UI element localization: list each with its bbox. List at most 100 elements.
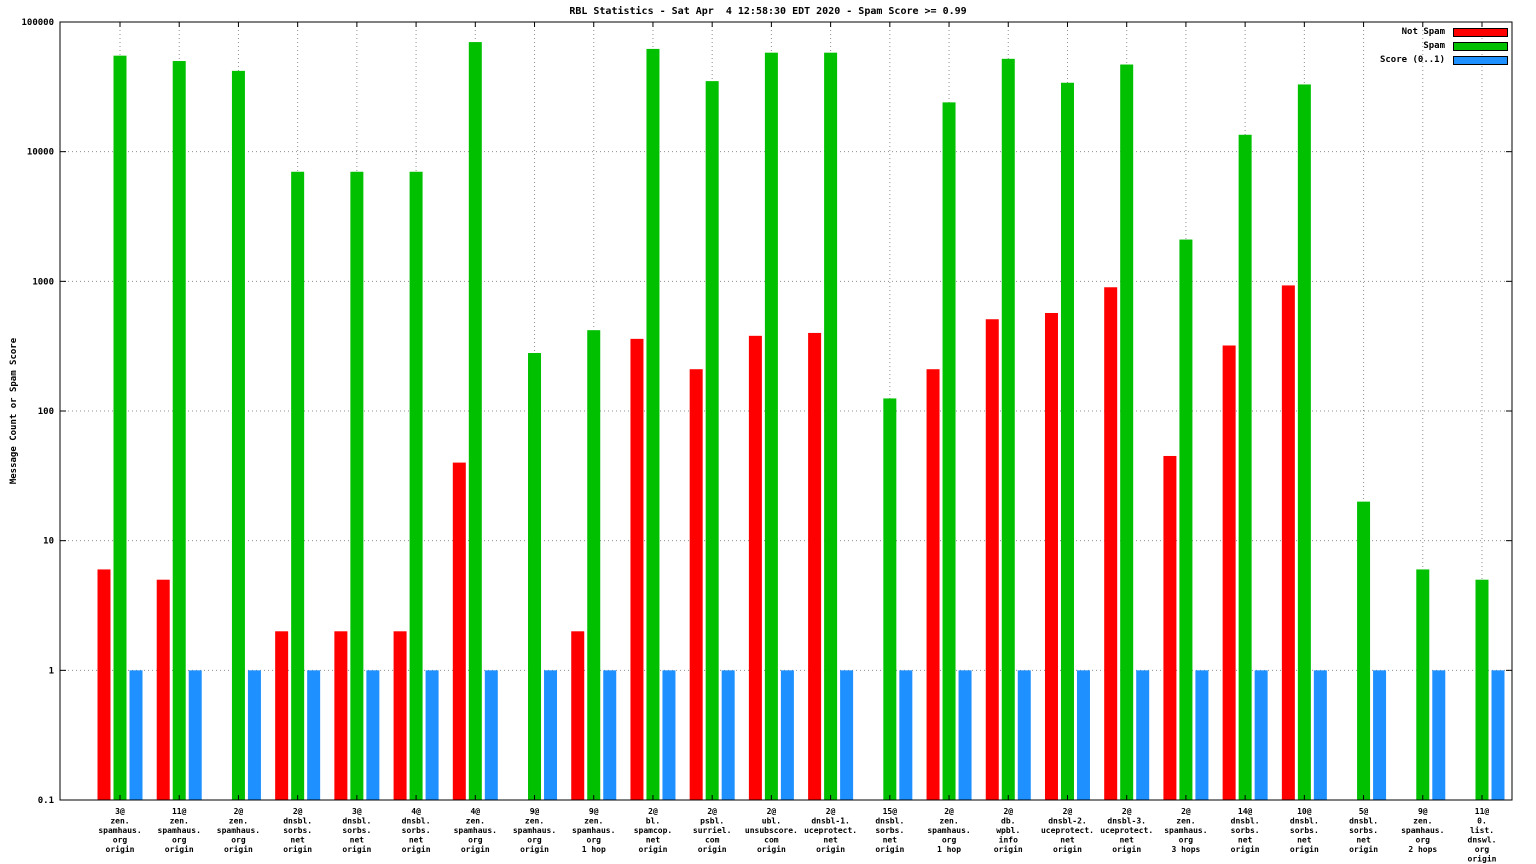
category-label: 9@ zen. spamhaus. org 2 hops <box>1401 807 1444 854</box>
bar-score-0-1- <box>1195 670 1209 800</box>
bar-not-spam <box>1044 312 1058 800</box>
legend: Not Spam Spam Score (0..1) <box>1380 27 1508 69</box>
bar-spam <box>764 52 778 801</box>
category-label: 10@ dnsbl. sorbs. net origin <box>1290 807 1319 854</box>
bar-not-spam <box>571 631 585 800</box>
legend-entry-spam: Spam <box>1380 41 1508 51</box>
legend-entry-not-spam: Not Spam <box>1380 27 1508 37</box>
bar-score-0-1- <box>1491 670 1505 800</box>
bar-not-spam <box>452 462 466 800</box>
legend-label-not-spam: Not Spam <box>1401 27 1445 37</box>
bar-score-0-1- <box>307 670 321 800</box>
bar-spam <box>824 52 838 801</box>
bar-spam <box>1416 569 1430 800</box>
bar-score-0-1- <box>1017 670 1031 800</box>
category-label: 2@ psbl. surriel. com origin <box>693 807 732 854</box>
category-label: 2@ ubl. unsubscore. com origin <box>745 807 798 854</box>
category-label: 2@ db. wpbl. info origin <box>994 807 1023 854</box>
bar-not-spam <box>926 369 940 800</box>
bar-spam <box>350 171 364 800</box>
category-label: 11@ 0. list. dnswl. org origin <box>1468 807 1497 864</box>
bar-not-spam <box>1222 345 1236 800</box>
category-label: 4@ dnsbl. sorbs. net origin <box>402 807 431 854</box>
bar-score-0-1- <box>425 670 439 800</box>
y-tick-label: 1 <box>49 666 54 676</box>
bar-not-spam <box>808 332 822 800</box>
category-label: 3@ dnsbl. sorbs. net origin <box>342 807 371 854</box>
bar-score-0-1- <box>247 670 261 800</box>
bar-score-0-1- <box>188 670 202 800</box>
bar-not-spam <box>1163 455 1177 800</box>
category-label: 5@ dnsbl. sorbs. net origin <box>1349 807 1378 854</box>
category-label: 11@ zen. spamhaus. org origin <box>158 807 201 854</box>
bar-spam <box>1357 501 1371 800</box>
bar-spam <box>1238 134 1252 800</box>
bar-score-0-1- <box>1373 670 1387 800</box>
category-label: 9@ zen. spamhaus. org origin <box>513 807 556 854</box>
category-label: 15@ dnsbl. sorbs. net origin <box>875 807 904 854</box>
bar-score-0-1- <box>1313 670 1327 800</box>
y-tick-label: 10 <box>43 537 54 547</box>
bar-spam <box>646 48 660 801</box>
y-tick-label: 0.1 <box>38 796 54 806</box>
bar-spam <box>528 353 542 800</box>
legend-swatch-score <box>1453 55 1508 65</box>
bar-score-0-1- <box>899 670 913 800</box>
bar-spam <box>587 330 601 800</box>
bar-spam <box>231 70 245 801</box>
bar-not-spam <box>334 631 348 800</box>
bar-spam <box>1060 82 1074 800</box>
bar-spam <box>291 171 305 800</box>
bar-score-0-1- <box>603 670 617 800</box>
bar-not-spam <box>1104 287 1118 800</box>
legend-swatch-not-spam <box>1453 27 1508 37</box>
legend-entry-score: Score (0..1) <box>1380 55 1508 65</box>
bar-spam <box>705 81 719 800</box>
bar-spam <box>883 398 897 800</box>
bar-spam <box>942 102 956 800</box>
bar-score-0-1- <box>721 670 735 800</box>
bar-spam <box>409 171 423 800</box>
bar-spam <box>1297 84 1311 801</box>
bar-not-spam <box>1281 285 1295 800</box>
bar-not-spam <box>156 579 170 800</box>
y-tick-label: 100 <box>38 407 54 417</box>
category-label: 2@ zen. spamhaus. org 1 hop <box>927 807 970 854</box>
bar-not-spam <box>689 369 703 800</box>
bar-score-0-1- <box>1254 670 1268 800</box>
bar-spam <box>468 42 482 800</box>
legend-label-score: Score (0..1) <box>1379 55 1445 65</box>
legend-label-spam: Spam <box>1423 41 1445 51</box>
bar-not-spam <box>393 631 407 800</box>
y-tick-label: 1000 <box>32 277 54 287</box>
bar-score-0-1- <box>662 670 676 800</box>
bar-score-0-1- <box>484 670 498 800</box>
bar-score-0-1- <box>366 670 380 800</box>
category-label: 2@ zen. spamhaus. org 3 hops <box>1164 807 1207 854</box>
category-label: 2@ bl. spamcop. net origin <box>634 807 673 854</box>
legend-swatch-spam <box>1453 41 1508 51</box>
bar-score-0-1- <box>958 670 972 800</box>
bar-not-spam <box>275 631 289 800</box>
bar-score-0-1- <box>1136 670 1150 800</box>
bar-not-spam <box>97 569 111 800</box>
category-label: 2@ zen. spamhaus. org origin <box>217 807 260 854</box>
bar-spam <box>172 61 186 800</box>
bar-not-spam <box>748 335 762 800</box>
y-tick-label: 100000 <box>21 18 54 28</box>
chart-title: RBL Statistics - Sat Apr 4 12:58:30 EDT … <box>569 6 967 17</box>
bar-not-spam <box>985 319 999 800</box>
bar-spam <box>113 55 127 800</box>
bar-score-0-1- <box>840 670 854 800</box>
category-label: 2@ dnsbl-2. uceprotect. net origin <box>1041 807 1094 854</box>
category-label: 2@ dnsbl-3. uceprotect. net origin <box>1100 807 1153 854</box>
category-label: 3@ zen. spamhaus. org origin <box>98 807 141 854</box>
bar-spam <box>1179 239 1193 800</box>
category-label: 2@ dnsbl. sorbs. net origin <box>283 807 312 854</box>
category-label: 2@ dnsbl-1. uceprotect. net origin <box>804 807 857 854</box>
category-label: 4@ zen. spamhaus. org origin <box>454 807 497 854</box>
category-label: 9@ zen. spamhaus. org 1 hop <box>572 807 615 854</box>
y-tick-label: 10000 <box>27 148 54 158</box>
bar-score-0-1- <box>544 670 558 800</box>
